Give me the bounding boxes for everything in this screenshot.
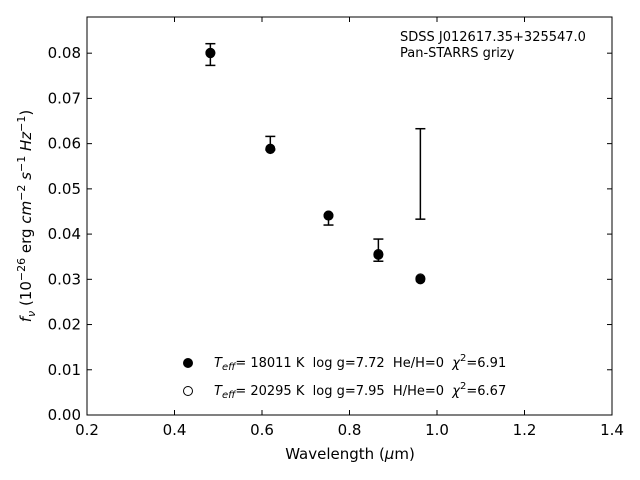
- y-tick-label: 0.03: [48, 270, 81, 288]
- axis-ticks: 0.2 0.4 0.6 0.8 1.0 1.2 1.4 0.00 0.01 0.02 0.03 0.0…: [48, 17, 624, 439]
- model-point-filled: [205, 48, 216, 59]
- legend-marker-model-1: [183, 358, 193, 368]
- y-tick-label: 0.01: [48, 361, 81, 379]
- model-point-filled: [415, 274, 426, 285]
- y-tick-label: 0.08: [48, 44, 81, 62]
- y-tick-label: 0.02: [48, 316, 81, 334]
- legend-marker-model-2: [183, 386, 193, 396]
- y-tick-label: 0.05: [48, 180, 81, 198]
- x-axis-label: Wavelength (μm): [285, 445, 415, 463]
- x-tick-label: 1.4: [600, 421, 624, 439]
- legend: Teff= 18011 K log g=7.72 He/H=0 χ2=6.91 …: [183, 353, 506, 401]
- x-tick-label: 1.0: [425, 421, 449, 439]
- y-axis-label: fν (10−26 erg cm−2 s−1 Hz−1): [15, 110, 38, 323]
- y-tick-label: 0.00: [48, 406, 81, 424]
- y-tick-label: 0.06: [48, 135, 81, 153]
- model-point-filled: [323, 210, 334, 221]
- x-tick-label: 0.8: [338, 421, 362, 439]
- legend-label-model-1: Teff= 18011 K log g=7.72 He/H=0 χ2=6.91: [214, 353, 506, 373]
- error-bars: [205, 42, 426, 262]
- model-point-filled: [265, 144, 276, 155]
- legend-label-model-2: Teff= 20295 K log g=7.95 H/He=0 χ2=6.67: [214, 381, 506, 401]
- annotation-object-name: SDSS J012617.35+325547.0: [400, 30, 586, 45]
- y-tick-label: 0.04: [48, 225, 81, 243]
- x-tick-label: 0.2: [75, 421, 99, 439]
- x-tick-label: 0.4: [163, 421, 187, 439]
- data-points: [205, 47, 426, 285]
- x-tick-label: 0.6: [250, 421, 274, 439]
- model-point-filled: [373, 249, 384, 260]
- annotation-survey: Pan-STARRS grizy: [400, 46, 515, 61]
- x-tick-label: 1.2: [513, 421, 537, 439]
- y-tick-label: 0.07: [48, 89, 81, 107]
